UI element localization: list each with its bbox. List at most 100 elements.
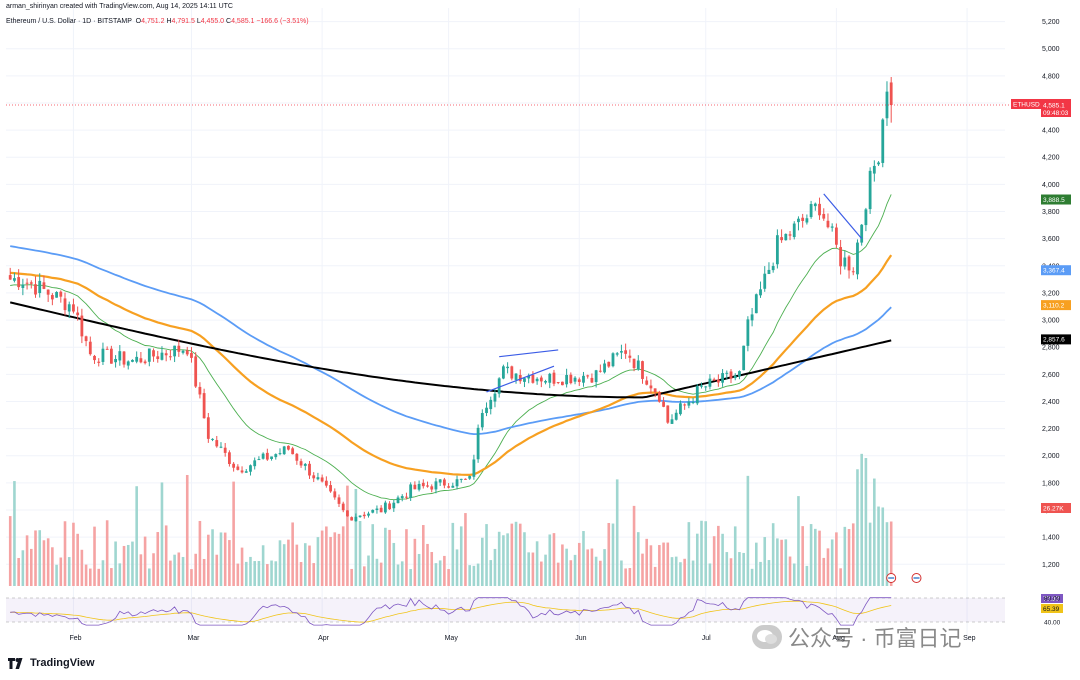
volume-bar [413, 538, 417, 586]
wechat-icon [752, 625, 782, 649]
candle-body [367, 513, 370, 516]
candle-body [320, 477, 324, 482]
candle-body [881, 119, 885, 163]
candle-body [409, 484, 413, 498]
candle-body [434, 481, 438, 490]
candle-body [392, 502, 396, 509]
change-value: −166.6 (−3.51%) [256, 18, 309, 25]
candle-body [590, 377, 594, 383]
candle-body [653, 388, 657, 393]
price-label-ema-20: 3,888.5 [1041, 194, 1071, 205]
candle-body [105, 348, 109, 350]
volume-bar [228, 540, 231, 586]
candle-body [476, 427, 480, 460]
volume-bar [746, 475, 750, 586]
volume-bar [514, 521, 518, 586]
candle-body [501, 366, 505, 379]
volume-bar [434, 563, 438, 586]
tradingview-logo[interactable]: TradingView [8, 657, 95, 669]
volume-bar [573, 554, 577, 586]
candle-body [375, 508, 379, 511]
candle-body [177, 345, 181, 352]
volume-bar [628, 567, 632, 586]
volume-bar [223, 532, 227, 586]
candle-body [76, 312, 80, 316]
volume-bar [17, 557, 20, 586]
volume-bar [181, 556, 185, 586]
volume-bar [384, 527, 387, 586]
volume-bar [805, 565, 809, 586]
volume-bar [278, 540, 282, 586]
candle-body [716, 379, 720, 383]
volume-bar [156, 532, 160, 586]
volume-bar [135, 486, 138, 586]
candle-body [771, 266, 775, 271]
volume-bar [354, 488, 358, 586]
candle-body [860, 224, 864, 243]
volume-bar [215, 554, 219, 586]
volume-bar [177, 552, 181, 586]
volume-bar [194, 553, 197, 586]
volume-bar [864, 458, 868, 586]
candle-body [493, 393, 497, 402]
candle-body [712, 379, 716, 381]
volume-bar [320, 530, 324, 586]
candle-body [72, 304, 75, 312]
volume-bar [114, 541, 117, 586]
candle-body [228, 452, 231, 465]
candle-body [497, 378, 501, 394]
candle-body [236, 466, 240, 470]
volume-bar [851, 523, 855, 586]
volume-bar [540, 561, 543, 586]
candle-body [442, 479, 446, 486]
volume-bar [148, 568, 151, 586]
volume-bar [63, 521, 67, 586]
candle-body [738, 371, 741, 377]
symbol-tag-text: ETHUSD [1013, 101, 1040, 108]
volume-bar [443, 555, 446, 586]
volume-bar [700, 520, 703, 586]
rsi-value-tag [1041, 604, 1063, 613]
candle-body [282, 446, 286, 455]
candle-body [308, 463, 311, 476]
volume-bar [97, 568, 101, 586]
rsi-band [6, 598, 1005, 622]
wechat-watermark: 公众号 · 币富日记 [752, 621, 962, 653]
volume-bar [885, 522, 889, 586]
volume-bar [733, 526, 737, 586]
candle-body [430, 486, 434, 490]
candle-body [265, 452, 269, 460]
volume-bar [691, 560, 695, 586]
volume-bar [561, 544, 564, 586]
candle-body [565, 374, 569, 385]
candle-body [38, 280, 42, 294]
volume-bar [641, 553, 644, 586]
candle-body [114, 358, 117, 363]
candle-body [50, 295, 54, 300]
candle-body [329, 485, 332, 492]
candle-body [586, 375, 590, 377]
price-tick-label: 1,400 [1042, 535, 1060, 542]
volume-bar [80, 549, 84, 586]
candle-body [847, 256, 851, 271]
symbol-tag [1011, 98, 1041, 109]
candle-body [202, 393, 206, 419]
volume-bar [847, 529, 851, 586]
volume-bar [843, 526, 847, 586]
candle-body [725, 372, 729, 374]
price-tag [1041, 98, 1071, 117]
volume-bar [674, 556, 678, 586]
volume-bar [599, 560, 602, 586]
candle-body [451, 485, 455, 488]
watermark-text: 公众号 · 币富日记 [788, 626, 962, 651]
candle-body [839, 247, 843, 267]
candle-body [464, 478, 467, 480]
volume-bar [316, 537, 320, 586]
candle-body [510, 366, 514, 379]
candle-body [253, 460, 257, 467]
candle-body [17, 277, 21, 288]
candle-body [324, 480, 328, 486]
volume-bar [422, 525, 425, 586]
